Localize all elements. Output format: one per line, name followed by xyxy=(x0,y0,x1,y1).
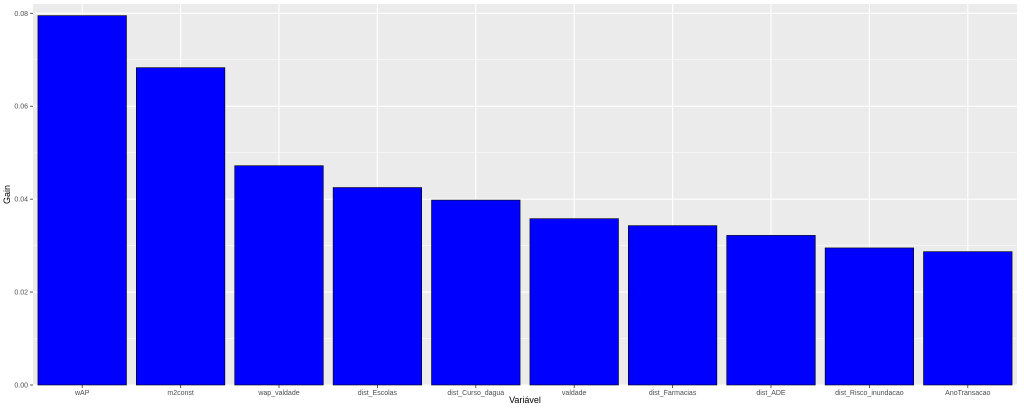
x-tick-label: m2const xyxy=(167,390,194,397)
y-tick-label: 0.08 xyxy=(14,11,28,18)
bar-dist_ADE xyxy=(726,235,816,386)
x-tick-label: valdade xyxy=(562,390,587,397)
x-axis: wAP m2const wap_valdade dist_Escolas dist_Cu… xyxy=(74,385,991,397)
bars xyxy=(37,15,1013,386)
bar-dist_Escolas xyxy=(332,187,422,386)
y-axis-title: Gain xyxy=(2,185,12,204)
y-tick-label: 0.06 xyxy=(14,104,28,111)
x-tick-label: dist_Risco_inundacao xyxy=(835,390,904,397)
x-tick-label: wap_valdade xyxy=(257,390,299,397)
bar-dist_Risco_inundacao xyxy=(824,247,914,386)
y-axis: 0.00 0.02 0.04 0.06 0.08 xyxy=(14,11,33,390)
x-tick-label: dist_Curso_dagua xyxy=(447,390,504,397)
bar-AnoTransacao xyxy=(923,251,1013,386)
bar-wap_valdade xyxy=(234,165,324,386)
x-tick-label: dist_Farmacias xyxy=(649,390,697,397)
x-axis-title: Variável xyxy=(509,395,541,405)
x-tick-label: dist_Escolas xyxy=(358,390,398,397)
bar-valdade xyxy=(529,218,619,386)
bar-dist_Farmacias xyxy=(628,225,718,386)
x-tick-label: wAP xyxy=(74,390,90,397)
y-tick-label: 0.02 xyxy=(14,290,28,297)
y-tick-label: 0.00 xyxy=(14,383,28,390)
y-tick-label: 0.04 xyxy=(14,197,28,204)
bar-wAP xyxy=(37,15,127,386)
bar-dist_Curso_dagua xyxy=(431,199,521,386)
x-tick-label: AnoTransacao xyxy=(945,390,990,397)
bar-m2const xyxy=(136,67,226,386)
x-tick-label: dist_ADE xyxy=(756,390,786,397)
